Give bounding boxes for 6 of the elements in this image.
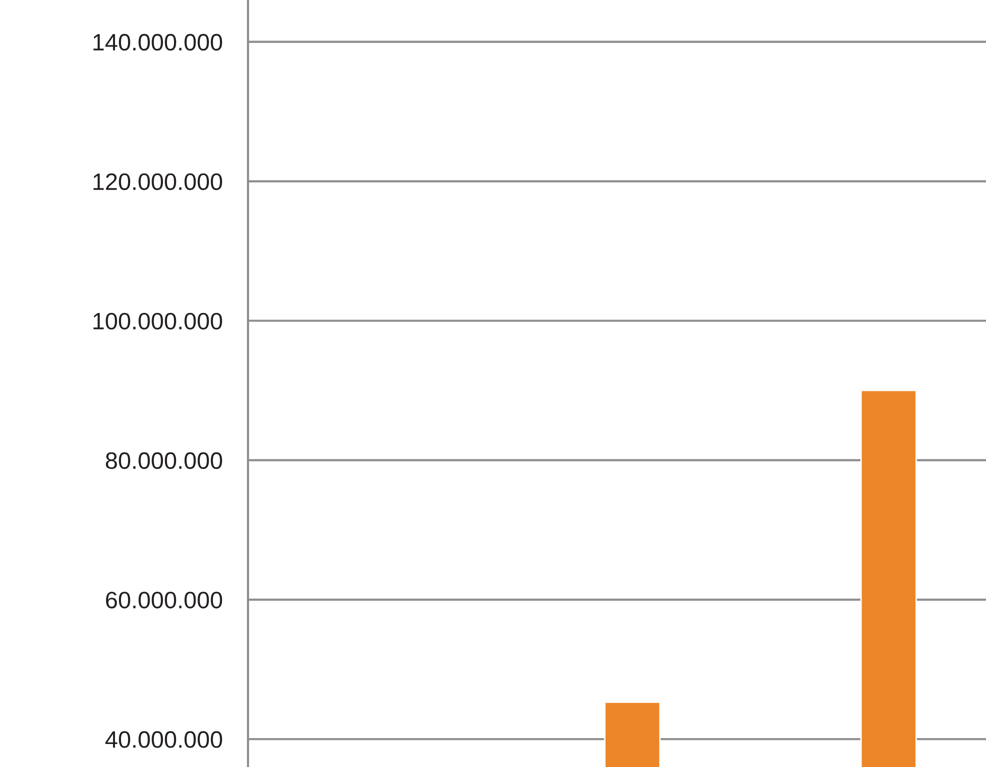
- y-tick-label: 140.000.000: [94, 34, 222, 51]
- y-tick-label: 120.000.000: [94, 173, 222, 190]
- y-tick-label: 40.000.000: [105, 731, 222, 748]
- y-tick-label: 80.000.000: [106, 452, 222, 469]
- y-tick-label: 100.000.000: [94, 312, 222, 330]
- y-tick-label: 60.000.000: [106, 592, 222, 608]
